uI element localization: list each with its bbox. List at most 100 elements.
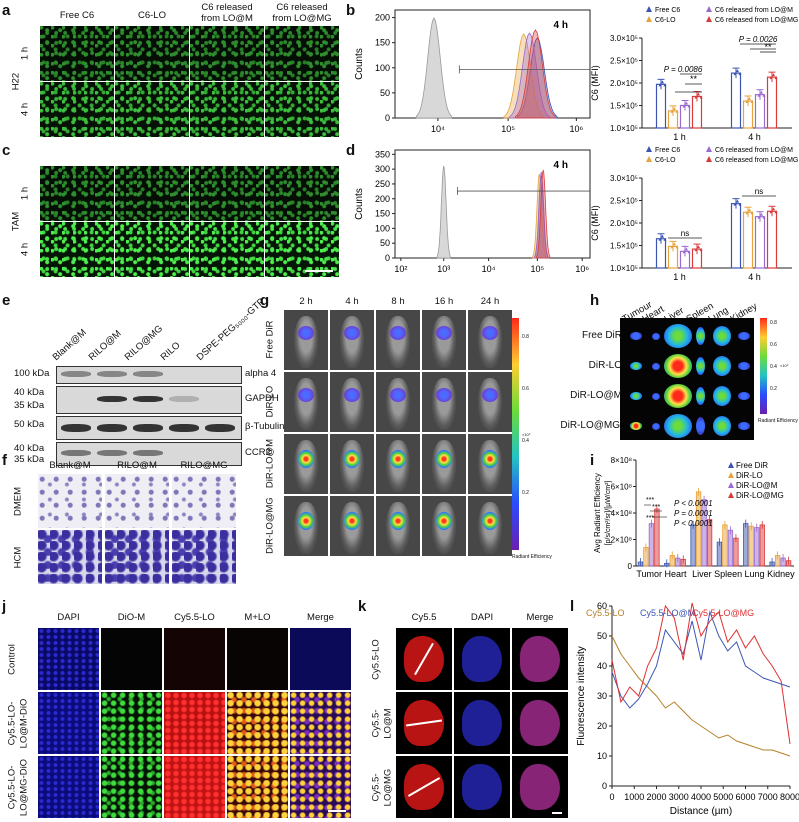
protein-band bbox=[61, 371, 91, 377]
legend-marker bbox=[646, 16, 652, 22]
data-point bbox=[687, 104, 691, 108]
x-tick-label: 4 h bbox=[748, 132, 761, 142]
bar bbox=[759, 524, 765, 567]
confocal-image bbox=[290, 628, 351, 690]
data-point bbox=[682, 250, 686, 254]
y-tick-label: 2.0×10⁵ bbox=[610, 219, 638, 228]
legend-label: DiR-LO@M bbox=[736, 481, 778, 490]
legend-label: C6-LO bbox=[655, 17, 676, 24]
transwell-image bbox=[38, 530, 102, 584]
signal-blob bbox=[390, 326, 406, 340]
mouse-silhouette bbox=[478, 378, 502, 430]
organ-signal bbox=[630, 362, 642, 370]
time-label: 4 h bbox=[554, 160, 568, 171]
data-point bbox=[663, 83, 667, 87]
confocal-image bbox=[38, 628, 99, 690]
column-header: C6-LO bbox=[138, 10, 166, 21]
legend-marker bbox=[646, 146, 652, 152]
confocal-image bbox=[164, 628, 225, 690]
x-tick-label: Tumor bbox=[636, 569, 662, 579]
panel-label-a: a bbox=[2, 2, 11, 19]
data-point bbox=[694, 95, 698, 99]
column-header: Cy5.5-LO bbox=[174, 612, 215, 623]
transwell-image bbox=[172, 530, 236, 584]
profile-line bbox=[611, 635, 791, 757]
y-tick-label: 0 bbox=[628, 562, 633, 571]
data-point bbox=[670, 109, 674, 113]
lane-label: RILO@MG bbox=[122, 323, 166, 363]
confocal-image bbox=[164, 756, 225, 818]
row-label: DMEM bbox=[12, 486, 24, 517]
mw-marker: 35 kDa bbox=[14, 454, 45, 465]
organ-signal bbox=[713, 356, 731, 376]
histogram-peak bbox=[436, 165, 451, 259]
scale-bar bbox=[552, 812, 562, 814]
signal-blob bbox=[436, 512, 452, 530]
panel-label-k: k bbox=[358, 598, 367, 615]
flow-histogram-b: 0 50 100 150 200 10⁴ 10⁵ 10⁶ Counts 4 h bbox=[354, 9, 591, 134]
y-tick-label: 2.5×10⁵ bbox=[610, 197, 638, 206]
transwell-image bbox=[38, 474, 102, 528]
row-label: Control bbox=[6, 644, 18, 675]
protein-band bbox=[133, 371, 163, 377]
data-point bbox=[733, 72, 737, 76]
panel-label-l: l bbox=[570, 598, 575, 615]
y-tick-label: 150 bbox=[375, 38, 390, 48]
protein-band bbox=[169, 424, 199, 432]
row-label: Cy5.5-LO bbox=[370, 639, 382, 680]
y-tick-label: 0 bbox=[385, 113, 390, 123]
mouse-silhouette bbox=[340, 378, 364, 430]
organ-signal bbox=[664, 354, 692, 378]
colorbar-tick: 0.2 bbox=[770, 386, 777, 392]
colorbar-tick: 0.8 bbox=[770, 320, 777, 326]
signal-blob bbox=[482, 450, 498, 468]
significance-label: *** bbox=[646, 515, 654, 522]
column-header: Merge bbox=[307, 612, 334, 623]
mouse-silhouette bbox=[432, 316, 456, 368]
data-point bbox=[748, 97, 751, 100]
y-tick-label: 3.0×10⁵ bbox=[610, 34, 638, 43]
lane-label: RILO@M bbox=[86, 328, 124, 363]
colorbar bbox=[760, 318, 767, 414]
time-label: 24 h bbox=[480, 296, 500, 307]
y-axis-unit: [p/s/cm²/sr]/[µW/cm²] bbox=[605, 481, 612, 546]
y-tick-label: 3.0×10⁵ bbox=[610, 174, 638, 183]
fluorescence-image bbox=[40, 82, 114, 137]
x-tick-label: 7000 bbox=[758, 792, 778, 802]
signal-blob bbox=[298, 326, 314, 340]
x-axis-label: Distance (µm) bbox=[670, 806, 732, 817]
bar bbox=[654, 508, 660, 567]
row-label: LO@MG-DiO bbox=[18, 758, 30, 817]
row-label: DiR-LO@MG bbox=[560, 420, 620, 431]
data-point bbox=[697, 245, 700, 249]
signal-blob bbox=[344, 450, 360, 468]
data-point bbox=[738, 202, 742, 206]
confocal-image bbox=[101, 692, 162, 754]
data-point bbox=[769, 210, 773, 214]
tumor-slice bbox=[520, 636, 560, 682]
data-point bbox=[760, 90, 763, 94]
lane-label: DSPE-PEG₅₀₀₀-GTP bbox=[194, 296, 267, 363]
confocal-image bbox=[101, 628, 162, 690]
bar bbox=[722, 524, 728, 567]
mouse-silhouette bbox=[386, 316, 410, 368]
y-tick-label: 300 bbox=[375, 164, 390, 174]
mfi-bar-chart-d: 1.0×10⁵ 1.5×10⁵ 2.0×10⁵ 2.5×10⁵ 3.0×10⁵ C6 (M… bbox=[590, 146, 798, 282]
signal-blob bbox=[390, 450, 406, 468]
fluorescence-image bbox=[190, 26, 264, 81]
row-label: DiR-LO@MG bbox=[264, 497, 276, 554]
time-label: 16 h bbox=[434, 296, 454, 307]
lane-label: RILO bbox=[158, 339, 183, 363]
data-point bbox=[687, 250, 691, 254]
significance-label: P = 0.0086 bbox=[664, 65, 703, 74]
column-header: DAPI bbox=[470, 612, 494, 623]
confocal-image bbox=[38, 756, 99, 818]
organ-signal bbox=[738, 392, 750, 400]
flow-histogram-d: 0 50 100 150 200 250 300 350 10² 10³ 10⁴ 10⁵ 10⁶ Coun… bbox=[354, 149, 591, 274]
confocal-image bbox=[227, 692, 288, 754]
signal-blob bbox=[390, 512, 406, 530]
organ-fluorescence-bar-chart: 0 2×10⁸ 4×10⁸ 6×10⁸ 8×10⁸ Avg Radiant Efficie… bbox=[593, 456, 795, 579]
y-tick-label: 2×10⁸ bbox=[611, 536, 632, 545]
histogram-peak bbox=[503, 33, 544, 119]
organ-signal bbox=[713, 326, 731, 346]
